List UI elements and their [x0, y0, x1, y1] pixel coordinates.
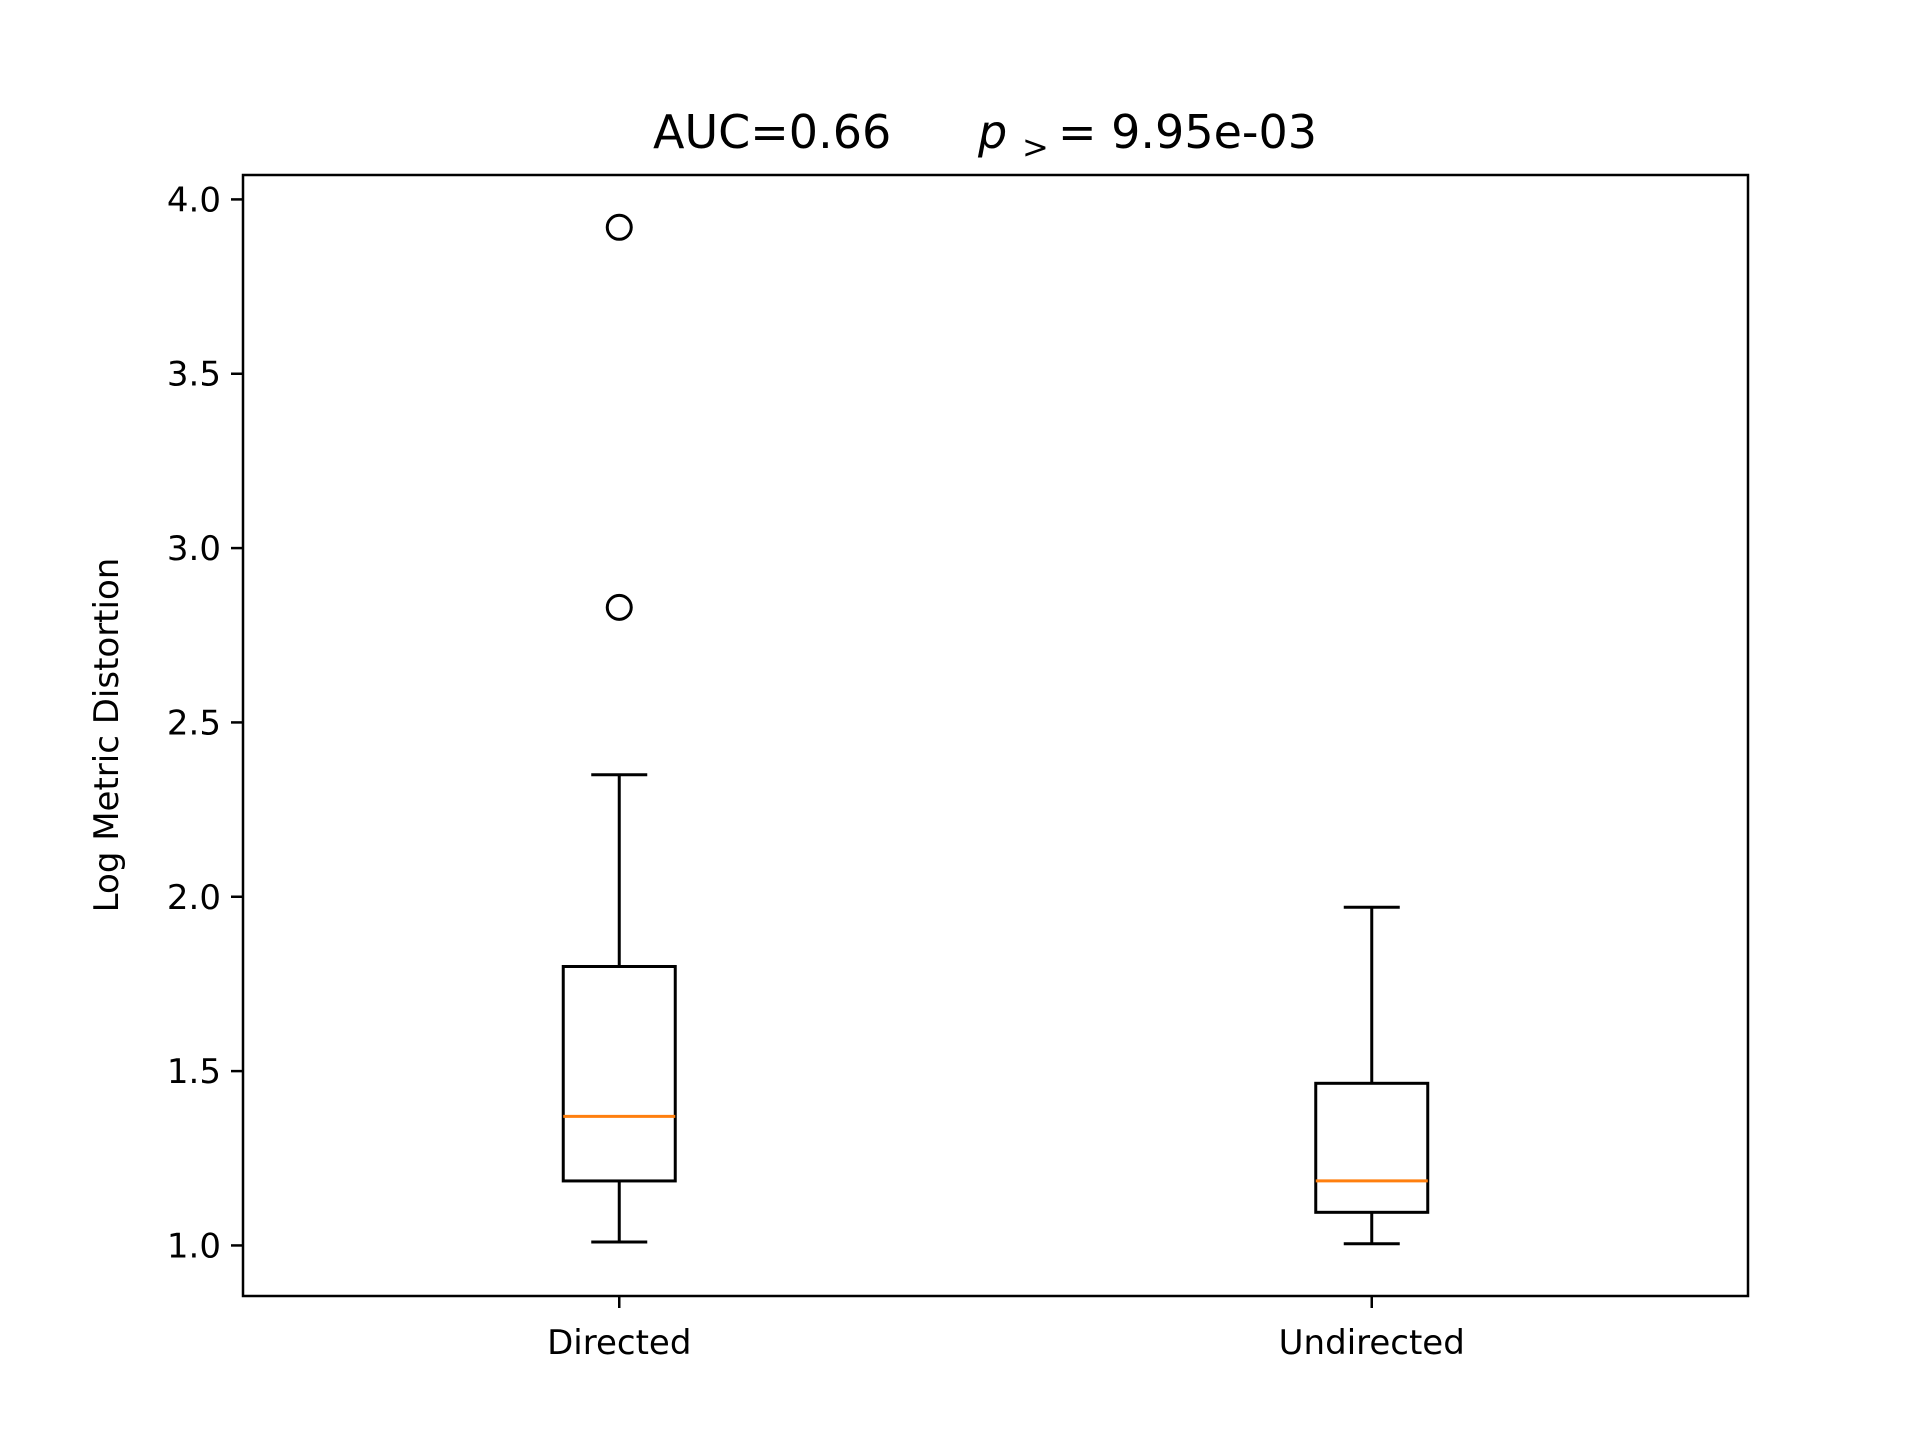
box-undirected	[1314, 905, 1430, 1246]
box-directed	[561, 213, 677, 1244]
y-tick-label: 1.5	[167, 1052, 221, 1092]
title-p-symbol: p	[977, 105, 1007, 159]
y-tick-label: 2.5	[167, 703, 221, 743]
y-tick-label: 2.0	[167, 878, 221, 918]
x-tick-label: Undirected	[1279, 1323, 1465, 1363]
chart-title: AUC=0.66 p > = 9.95e-03	[653, 105, 1317, 166]
outlier-point	[605, 593, 633, 621]
y-axis: 1.0 1.5 2.0 2.5 3.0 3.5 4.0	[167, 180, 243, 1266]
outlier-point	[605, 213, 633, 241]
y-tick-label: 3.5	[167, 355, 221, 395]
title-auc: AUC=0.66	[653, 105, 891, 159]
x-tick-label: Directed	[547, 1323, 691, 1363]
title-p-value: = 9.95e-03	[1058, 105, 1317, 159]
y-axis-label: Log Metric Distortion	[87, 558, 127, 913]
y-tick-label: 3.0	[167, 529, 221, 569]
box-series	[561, 213, 1430, 1246]
title-p-subscript: >	[1022, 128, 1049, 166]
box-body	[561, 964, 677, 1183]
plot-area-frame	[241, 173, 1750, 1298]
y-tick-label: 4.0	[167, 180, 221, 220]
y-tick-label: 1.0	[167, 1226, 221, 1266]
box-body	[1314, 1081, 1430, 1214]
x-axis: Directed Undirected	[547, 1296, 1465, 1363]
